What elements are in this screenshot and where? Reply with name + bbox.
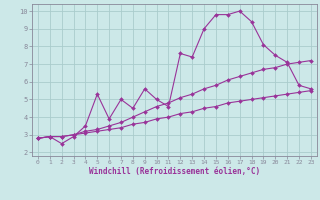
X-axis label: Windchill (Refroidissement éolien,°C): Windchill (Refroidissement éolien,°C) <box>89 167 260 176</box>
